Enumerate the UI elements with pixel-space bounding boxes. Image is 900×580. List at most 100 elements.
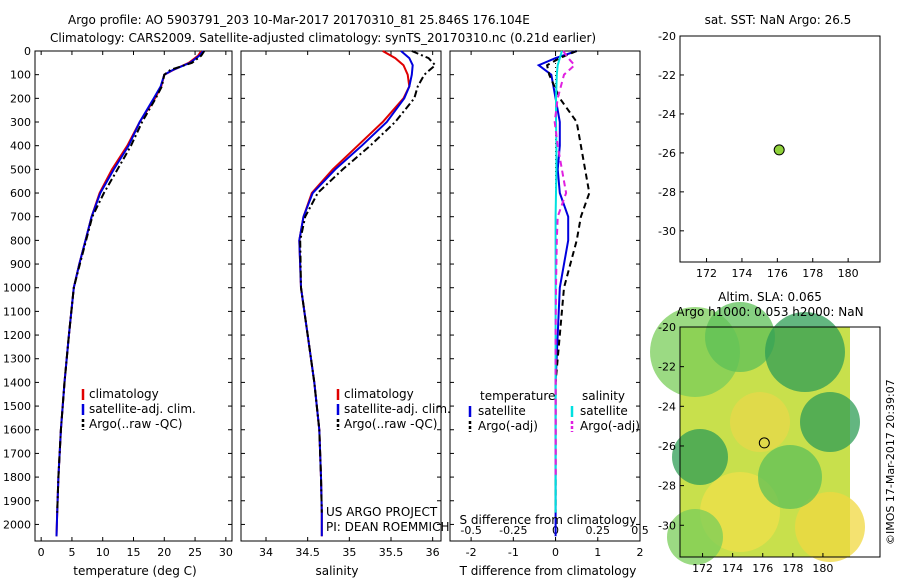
top-tick-label: 0.5 <box>631 524 649 537</box>
y-tick-label: 600 <box>10 187 31 200</box>
heatmap-cell <box>667 509 723 565</box>
plot-frame <box>240 50 442 542</box>
x-tick-label: 25 <box>188 546 202 559</box>
y-tick-label: -26 <box>658 440 676 453</box>
x-tick-label: 15 <box>127 546 141 559</box>
y-tick-label: -20 <box>658 30 676 43</box>
x-tick-label: 30 <box>219 546 233 559</box>
credit-text: ©IMOS 17-Mar-2017 20:39:07 <box>884 379 897 545</box>
sst-map-panel: 172 174 176 178 180 -20 -22 -24 -26 -28 -30 <box>658 30 881 280</box>
y-tick-label: 1100 <box>3 305 31 318</box>
legend-label: Argo(-adj) <box>478 419 538 433</box>
x-tick-label: 36 <box>426 546 440 559</box>
tdiff-xlabel: T difference from climatology <box>459 564 637 578</box>
sla-map-title-line2: Argo h1000: 0.053 h2000: NaN <box>676 305 863 319</box>
x-tick-label: 180 <box>838 267 859 280</box>
top-tick-label: -0.5 <box>460 524 481 537</box>
legend-group-title: salinity <box>582 389 625 403</box>
y-tick-label: 900 <box>10 258 31 271</box>
x-tick-label: -2 <box>466 546 477 559</box>
heatmap-cell <box>705 302 775 372</box>
legend-label: Argo(..raw -QC) <box>89 417 182 431</box>
x-tick-label: 5 <box>68 546 75 559</box>
y-tick-label: -22 <box>658 69 676 82</box>
y-tick-label: 1000 <box>3 282 31 295</box>
legend-label: satellite <box>580 404 628 418</box>
y-tick-label: 2000 <box>3 518 31 531</box>
x-tick-label: 174 <box>722 562 743 575</box>
y-tick-label: 300 <box>10 116 31 129</box>
argo-position-marker <box>773 144 785 156</box>
y-tick-label: 1800 <box>3 471 31 484</box>
top-tick-label: -0.25 <box>499 524 527 537</box>
x-tick-label: 20 <box>157 546 171 559</box>
x-tick-label: 2 <box>637 546 644 559</box>
heatmap-cell <box>765 312 845 392</box>
legend-label: satellite-adj. clim. <box>344 402 451 416</box>
salinity-xlabel: salinity <box>315 564 358 578</box>
x-tick-label: 34.5 <box>295 546 320 559</box>
temperature-panel: 0 5 10 15 20 25 300100200300400500600700800900… <box>3 45 233 559</box>
legend-label: satellite-adj. clim. <box>89 402 196 416</box>
legend-label: climatology <box>89 387 159 401</box>
y-tick-label: -28 <box>658 186 676 199</box>
series-line-3 <box>56 50 206 513</box>
series-line-3 <box>554 50 563 513</box>
legend-label: Argo(-adj) <box>580 419 640 433</box>
y-tick-label: 1600 <box>3 424 31 437</box>
sla-map-title-line1: Altim. SLA: 0.065 <box>718 290 822 304</box>
argo-position-marker <box>758 437 770 449</box>
y-tick-label: 0 <box>24 45 31 58</box>
x-tick-label: 35 <box>342 546 356 559</box>
heatmap-cell <box>800 392 860 452</box>
difference-panel: -2 -1 0 1 2-0.5 -0.25 0 0.25 0.5temperaturesatel… <box>449 50 649 559</box>
heatmap-cell <box>730 392 790 452</box>
x-tick-label: 1 <box>594 546 601 559</box>
x-tick-label: 0 <box>552 546 559 559</box>
project-line1: US ARGO PROJECT <box>326 505 438 519</box>
y-tick-label: 800 <box>10 234 31 247</box>
y-tick-label: -22 <box>658 361 676 374</box>
heatmap-cell <box>672 429 728 485</box>
y-tick-label: -26 <box>658 147 676 160</box>
y-tick-label: -28 <box>658 480 676 493</box>
x-tick-label: -1 <box>508 546 519 559</box>
x-tick-label: 176 <box>767 267 788 280</box>
y-tick-label: 1300 <box>3 353 31 366</box>
sla-map-panel: 172 174 176 178 180 -20 -22 -24 -26 -28 -30 <box>650 302 881 575</box>
legend-label: satellite <box>478 404 526 418</box>
x-tick-label: 0 <box>38 546 45 559</box>
series-line-2 <box>55 50 204 537</box>
y-tick-label: 1500 <box>3 400 31 413</box>
y-tick-label: 1400 <box>3 376 31 389</box>
legend-group-title: temperature <box>480 389 555 403</box>
y-tick-label: 1700 <box>3 447 31 460</box>
top-tick-label: 0.25 <box>586 524 611 537</box>
series-line-2 <box>545 50 591 513</box>
temperature-xlabel: temperature (deg C) <box>73 564 196 578</box>
map-frame <box>679 326 881 558</box>
y-tick-label: -24 <box>658 400 676 413</box>
salinity-panel: 34 34.5 35 35.5 36 climatologysatellite-adj. … <box>240 50 451 559</box>
x-tick-label: 172 <box>692 562 713 575</box>
legend-label: climatology <box>344 387 414 401</box>
y-tick-label: 1900 <box>3 495 31 508</box>
y-tick-label: 100 <box>10 69 31 82</box>
x-tick-label: 35.5 <box>379 546 404 559</box>
x-tick-label: 10 <box>96 546 110 559</box>
series-line-1 <box>536 50 578 537</box>
y-tick-label: 500 <box>10 163 31 176</box>
map-frame <box>679 35 881 263</box>
y-tick-label: 400 <box>10 140 31 153</box>
series-line-1 <box>55 50 203 537</box>
figure-title-line1: Argo profile: AO 5903791_203 10-Mar-2017… <box>68 13 530 27</box>
y-tick-label: 200 <box>10 92 31 105</box>
plot-frame <box>34 50 233 542</box>
x-tick-label: 172 <box>696 267 717 280</box>
x-tick-label: 176 <box>752 562 773 575</box>
x-tick-label: 34 <box>259 546 273 559</box>
y-tick-label: -24 <box>658 108 676 121</box>
x-tick-label: 180 <box>812 562 833 575</box>
sst-map-title: sat. SST: NaN Argo: 26.5 <box>705 13 852 27</box>
